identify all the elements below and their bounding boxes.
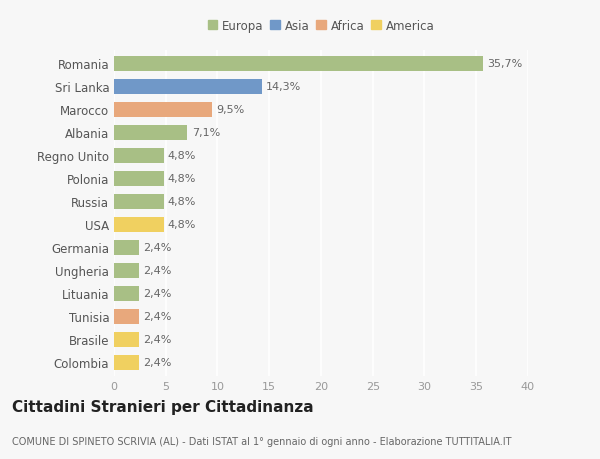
Bar bbox=[114, 57, 484, 72]
Text: 35,7%: 35,7% bbox=[488, 59, 523, 69]
Bar bbox=[114, 241, 139, 255]
Text: 4,8%: 4,8% bbox=[168, 151, 196, 161]
Text: 2,4%: 2,4% bbox=[143, 358, 172, 368]
Bar bbox=[114, 309, 139, 324]
Text: Cittadini Stranieri per Cittadinanza: Cittadini Stranieri per Cittadinanza bbox=[12, 399, 314, 414]
Bar bbox=[114, 172, 164, 186]
Text: 2,4%: 2,4% bbox=[143, 243, 172, 253]
Text: 4,8%: 4,8% bbox=[168, 197, 196, 207]
Bar bbox=[114, 286, 139, 301]
Bar bbox=[114, 80, 262, 95]
Text: 4,8%: 4,8% bbox=[168, 174, 196, 184]
Text: 7,1%: 7,1% bbox=[191, 128, 220, 138]
Bar bbox=[114, 126, 187, 140]
Bar bbox=[114, 103, 212, 118]
Text: COMUNE DI SPINETO SCRIVIA (AL) - Dati ISTAT al 1° gennaio di ogni anno - Elabora: COMUNE DI SPINETO SCRIVIA (AL) - Dati IS… bbox=[12, 436, 511, 446]
Text: 4,8%: 4,8% bbox=[168, 220, 196, 230]
Text: 2,4%: 2,4% bbox=[143, 289, 172, 299]
Text: 2,4%: 2,4% bbox=[143, 335, 172, 345]
Bar bbox=[114, 149, 164, 163]
Text: 2,4%: 2,4% bbox=[143, 312, 172, 322]
Bar bbox=[114, 218, 164, 232]
Text: 2,4%: 2,4% bbox=[143, 266, 172, 276]
Text: 9,5%: 9,5% bbox=[217, 105, 245, 115]
Bar bbox=[114, 263, 139, 278]
Bar bbox=[114, 195, 164, 209]
Legend: Europa, Asia, Africa, America: Europa, Asia, Africa, America bbox=[205, 17, 437, 35]
Bar bbox=[114, 355, 139, 370]
Bar bbox=[114, 332, 139, 347]
Text: 14,3%: 14,3% bbox=[266, 82, 301, 92]
